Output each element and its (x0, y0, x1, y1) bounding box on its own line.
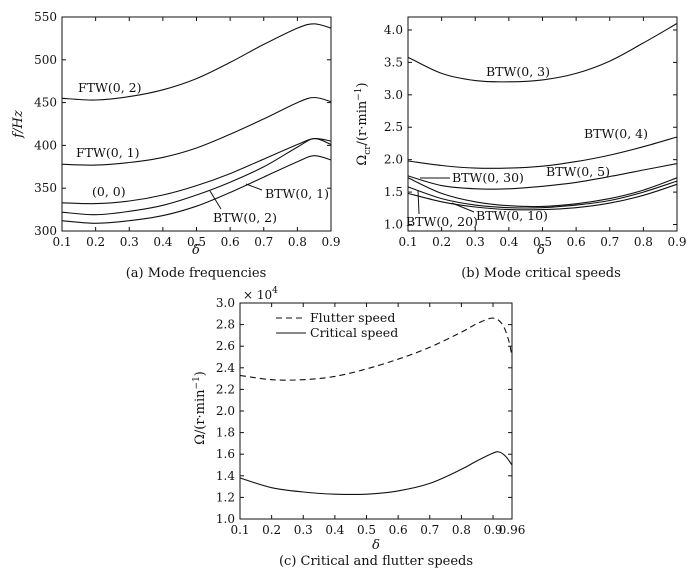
legend-label-critical: Critical speed (310, 325, 398, 340)
panel-critical-flutter-speeds: 0.1 0.2 0.3 0.4 0.5 0.6 0.7 0.8 0.90.96 1.0 1.2 1.… (192, 286, 525, 569)
label-ftw-0-1: FTW(0, 1) (76, 145, 139, 160)
series-line-5 (407, 183, 678, 211)
arrow-btw-0-1 (245, 183, 263, 191)
x-tick-label: 0.9 (321, 235, 340, 249)
x-tick-label: 0.8 (452, 523, 471, 537)
y-axis-label: Ωcr/(r·min−1) (354, 82, 373, 165)
y-tick-label: 3.0 (216, 296, 235, 310)
x-axis-label: δ (192, 243, 200, 258)
label-btw-0-1: BTW(0, 1) (265, 186, 329, 201)
x-tick-label: 0.8 (634, 235, 653, 249)
label-btw-0-20: BTW(0, 20) (406, 214, 478, 229)
y-tick-label: 500 (34, 53, 57, 67)
series-line-0 (239, 317, 513, 381)
x-tick-label: 0.7 (254, 235, 273, 249)
y-tick-label: 2.0 (384, 153, 403, 167)
x-tick-label: 0.7 (420, 523, 439, 537)
series-line-1 (407, 136, 678, 169)
x-tick-label: 0.6 (221, 235, 240, 249)
y-tick-label: 2.4 (216, 361, 235, 375)
y-tick-label: 550 (34, 10, 57, 24)
series-line-0 (61, 23, 332, 101)
y-tick-label: 3.5 (384, 55, 403, 69)
x-tick-label: 0.1 (230, 523, 249, 537)
y-tick-label: 1.2 (216, 490, 235, 504)
x-tick-label: 0.5 (187, 235, 206, 249)
label-btw-0-5: BTW(0, 5) (546, 164, 610, 179)
caption-c: (c) Critical and flutter speeds (279, 554, 473, 569)
caption-a: (a) Mode frequencies (126, 266, 267, 281)
x-axis-label: δ (372, 538, 380, 553)
x-axis-label: δ (537, 243, 545, 258)
y-multiplier: × 104 (243, 286, 278, 302)
arrow-btw-0-20 (417, 189, 420, 215)
label-btw-0-4: BTW(0, 4) (584, 126, 648, 141)
y-tick-label: 4.0 (384, 23, 403, 37)
x-tick-label: 0.6 (567, 235, 586, 249)
y-tick-label: 1.5 (384, 185, 403, 199)
y-tick-label: 300 (34, 224, 57, 238)
x-tick-label: 0.1 (52, 235, 71, 249)
legend-label-flutter: Flutter speed (310, 310, 395, 325)
x-tick-label: 0.5 (533, 235, 552, 249)
panel-mode-critical-speeds: 0.1 0.2 0.3 0.4 0.5 0.6 0.7 0.8 0.9 1.0 1.5 2.0 2.5… (354, 16, 687, 281)
label-btw-0-3: BTW(0, 3) (486, 64, 550, 79)
series-line-4 (61, 155, 332, 224)
y-tick-label: 400 (34, 138, 57, 152)
label-btw-0-2: BTW(0, 2) (213, 210, 277, 225)
series-line-2 (407, 163, 678, 190)
y-tick-label: 450 (34, 96, 57, 110)
x-tick-label: 0.2 (432, 235, 451, 249)
series-line-3 (407, 177, 678, 208)
series-line-4 (407, 180, 678, 209)
y-axis-label: Ω/(r·min−1) (192, 371, 208, 445)
plot-frame (407, 16, 678, 232)
y-axis-label: f/Hz (11, 110, 26, 139)
x-tick-label: 0.4 (153, 235, 172, 249)
y-tick-label: 350 (34, 181, 57, 195)
y-tick-label: 2.0 (216, 404, 235, 418)
label-btw-0-10: BTW(0, 10) (476, 208, 548, 223)
y-tick-label: 2.6 (216, 339, 235, 353)
y-tick-label: 1.0 (216, 512, 235, 526)
y-tick-label: 1.0 (384, 218, 403, 232)
y-tick-label: 1.8 (216, 426, 235, 440)
x-tick-label: 0.4 (325, 523, 344, 537)
y-tick-label: 1.4 (216, 469, 235, 483)
x-tick-label: 0.5 (357, 523, 376, 537)
x-tick-label: 0.3 (294, 523, 313, 537)
label-btw-0-30: BTW(0, 30) (452, 170, 524, 185)
y-tick-label: 2.5 (384, 120, 403, 134)
x-tick-label: 0.7 (600, 235, 619, 249)
series-line-1 (61, 96, 332, 166)
legend: Flutter speed Critical speed (276, 310, 398, 340)
y-tick-label: 2.8 (216, 318, 235, 332)
x-tick-label: 0.9 (483, 523, 502, 537)
x-tick-label: 0.3 (120, 235, 139, 249)
x-tick-label: 0.3 (466, 235, 485, 249)
y-tick-label: 2.2 (216, 382, 235, 396)
x-tick-label: 0.4 (499, 235, 518, 249)
series-line-2 (61, 137, 332, 205)
arrow-btw-0-10 (451, 202, 475, 213)
y-tick-label: 1.6 (216, 447, 235, 461)
panel-mode-frequencies: 0.1 0.2 0.3 0.4 0.5 0.6 0.7 0.8 0.9 300 350 400 450… (11, 10, 341, 281)
x-tick-label: 0.8 (288, 235, 307, 249)
label-ftw-0-2: FTW(0, 2) (78, 80, 141, 95)
series-line-1 (239, 451, 513, 496)
x-tick-label: 0.1 (398, 235, 417, 249)
y-tick-label: 3.0 (384, 88, 403, 102)
label-0-0: (0, 0) (92, 184, 126, 199)
x-tick-label: 0.2 (262, 523, 281, 537)
x-tick-label: 0.2 (86, 235, 105, 249)
caption-b: (b) Mode critical speeds (461, 266, 621, 281)
arrow-btw-0-2 (209, 190, 222, 210)
x-tick-label: 0.6 (389, 523, 408, 537)
series-line-3 (61, 138, 332, 216)
series-line-0 (407, 23, 678, 83)
x-tick-label: 0.96 (499, 523, 526, 537)
x-tick-label: 0.9 (667, 235, 686, 249)
